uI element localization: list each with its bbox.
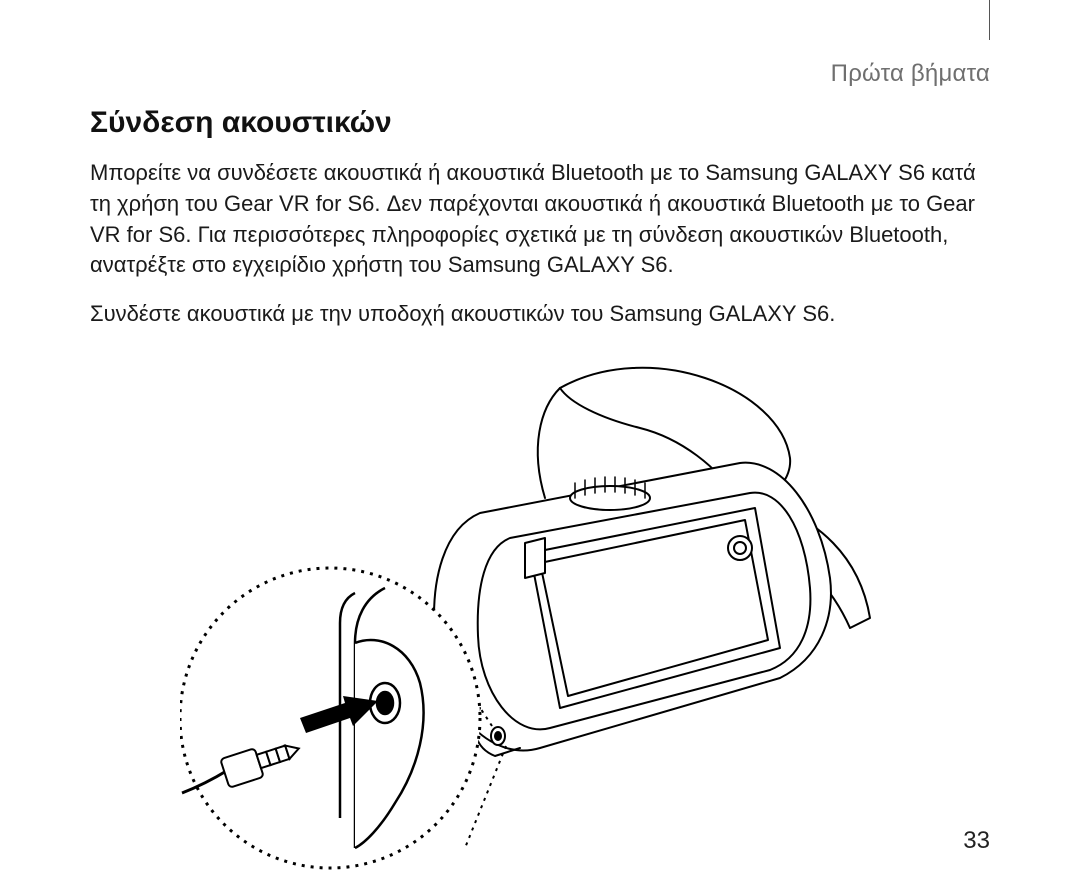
headset-group: [434, 368, 870, 756]
figure-headset-earphone: [90, 348, 990, 888]
manual-page: Πρώτα βήματα Σύνδεση ακουστικών Μπορείτε…: [0, 0, 1080, 883]
illustration-svg: [180, 348, 900, 888]
page-number: 33: [963, 827, 990, 855]
header-rule: [989, 0, 990, 40]
paragraph-1: Μπορείτε να συνδέσετε ακουστικά ή ακουστ…: [90, 158, 990, 281]
callout-circle: [180, 568, 480, 868]
section-heading: Σύνδεση ακουστικών: [90, 106, 990, 140]
paragraph-2: Συνδέστε ακουστικά με την υποδοχή ακουστ…: [90, 299, 990, 330]
breadcrumb: Πρώτα βήματα: [90, 60, 990, 88]
